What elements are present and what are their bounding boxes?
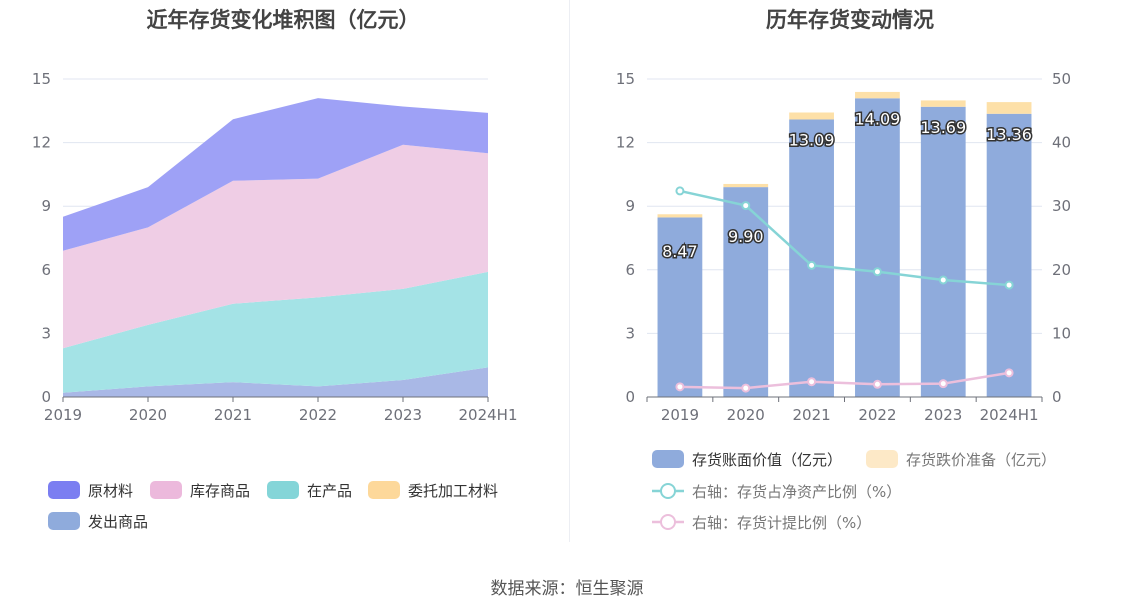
area-y-tick-label: 0: [41, 388, 51, 406]
bar-chart-series: [657, 91, 1032, 398]
bar-x-tick-label: 2020: [727, 406, 765, 424]
inventory-provision-bar: [657, 214, 703, 218]
area-chart-axes: 0 3 6 9 12 15 2019 2020 2021 2022 2023 2024H1: [32, 70, 518, 424]
area-series-4: [63, 98, 488, 251]
line-point: [1004, 368, 1014, 378]
inventory-provision-bar: [723, 183, 769, 188]
area-legend-swatch: [267, 481, 299, 499]
bar-y2-tick-label: 0: [1052, 388, 1062, 406]
area-y-tick-label: 15: [32, 70, 51, 88]
bar-x-tick-label: 2024H1: [980, 406, 1039, 424]
line-point: [807, 377, 817, 387]
bar-chart-title: 历年存货变动情况: [766, 8, 934, 32]
bar-y2-tick-label: 10: [1052, 324, 1071, 342]
line-point: [938, 379, 948, 389]
area-x-tick-label: 2024H1: [459, 406, 518, 424]
area-x-tick-label: 2019: [44, 406, 82, 424]
area-y-tick-label: 12: [32, 134, 51, 152]
area-legend-label: 库存商品: [190, 482, 250, 500]
bar-value-label: 14.09: [855, 109, 901, 128]
line-legend-marker: [660, 483, 676, 499]
area-chart-title: 近年存货变化堆积图（亿元）: [146, 8, 420, 32]
inventory-value-bar: [855, 98, 900, 398]
chart-divider: [569, 0, 570, 542]
bar-x-tick-label: 2023: [924, 406, 962, 424]
bar-value-label: 13.09: [789, 130, 835, 149]
line-point: [675, 186, 685, 196]
line-legend-label: 右轴：存货计提比例（%）: [692, 514, 871, 532]
bar-y-tick-label: 3: [625, 324, 635, 342]
bar-y-tick-label: 15: [616, 70, 635, 88]
line-series-0: [679, 189, 1010, 287]
inventory-value-bar: [920, 106, 966, 397]
area-y-tick-label: 9: [41, 197, 51, 215]
line-point: [1004, 280, 1014, 290]
area-x-tick-label: 2022: [299, 406, 337, 424]
bar-chart-data-labels: 8.47 9.90 13.09 14.09 13.69 13.36: [661, 108, 1034, 263]
charts-canvas: 0 3 6 9 12 15 2019 2020 2021 2022 2023 2024H1 原材料 库存…: [32, 70, 1071, 532]
bar-y2-tick-label: 30: [1052, 197, 1071, 215]
bar-x-tick-label: 2021: [792, 406, 830, 424]
line-series-1: [679, 371, 1010, 390]
area-legend-label: 委托加工材料: [408, 482, 498, 500]
bar-chart-grid: [647, 78, 1042, 398]
area-series-3: [63, 144, 488, 349]
inventory-provision-bar: [920, 100, 966, 107]
bar-legend-label: 存货账面价值（亿元）: [692, 451, 842, 469]
bar-x-tick-label: 2022: [858, 406, 896, 424]
line-point: [872, 267, 882, 277]
line-point: [741, 383, 751, 393]
area-series-2: [63, 271, 488, 393]
line-point: [807, 260, 817, 270]
bar-value-label: 13.69: [920, 118, 966, 137]
area-x-tick-label: 2023: [384, 406, 422, 424]
area-legend-label: 发出商品: [88, 513, 148, 531]
inventory-value-bar: [723, 187, 769, 397]
data-source-note: 数据来源：恒生聚源: [490, 579, 644, 599]
line-point: [938, 275, 948, 285]
line-point: [872, 379, 882, 389]
inventory-provision-bar: [855, 91, 900, 99]
line-point: [741, 201, 751, 211]
bar-chart-legend[interactable]: 存货账面价值（亿元） 存货跌价准备（亿元） 右轴：存货占净资产比例（%） 右轴：存货计…: [652, 450, 1056, 532]
inventory-provision-bar: [986, 102, 1032, 114]
bar-y2-tick-label: 50: [1052, 70, 1071, 88]
bar-y-tick-label: 9: [625, 197, 635, 215]
bar-y-tick-label: 0: [625, 388, 635, 406]
inventory-value-bar: [789, 119, 834, 397]
area-legend-swatch: [150, 481, 182, 499]
bar-chart-axes: 0 3 6 9 12 15 0 10 20 30 40 50 2019 2020 2021 2022 2023 2…: [616, 70, 1071, 424]
bar-chart-lines: [675, 186, 1014, 393]
area-x-tick-label: 2021: [214, 406, 252, 424]
bar-value-label: 8.47: [662, 242, 698, 261]
area-legend-swatch: [48, 481, 80, 499]
line-legend-label: 右轴：存货占净资产比例（%）: [692, 483, 901, 501]
line-point: [675, 382, 685, 392]
line-legend-marker: [660, 514, 676, 530]
area-y-tick-label: 3: [41, 324, 51, 342]
bar-y-tick-label: 12: [616, 134, 635, 152]
bar-x-tick-label: 2019: [661, 406, 699, 424]
area-series-0: [63, 367, 488, 397]
bar-value-label: 9.90: [728, 227, 764, 246]
area-y-tick-label: 6: [41, 261, 51, 279]
area-x-tick-label: 2020: [129, 406, 167, 424]
area-chart-series: [63, 98, 488, 397]
area-legend-label: 在产品: [307, 482, 352, 500]
inventory-value-bar: [986, 113, 1032, 397]
bar-legend-label: 存货跌价准备（亿元）: [906, 451, 1056, 469]
bar-legend-swatch: [652, 450, 684, 468]
inventory-value-bar: [657, 217, 703, 397]
area-legend-swatch: [48, 512, 80, 530]
area-legend-swatch: [368, 481, 400, 499]
inventory-provision-bar: [789, 112, 834, 120]
area-legend-label: 原材料: [88, 482, 133, 500]
bar-y2-tick-label: 20: [1052, 261, 1071, 279]
bar-y2-tick-label: 40: [1052, 134, 1071, 152]
bar-y-tick-label: 6: [625, 261, 635, 279]
bar-value-label: 13.36: [986, 125, 1032, 144]
bar-legend-swatch: [866, 450, 898, 468]
